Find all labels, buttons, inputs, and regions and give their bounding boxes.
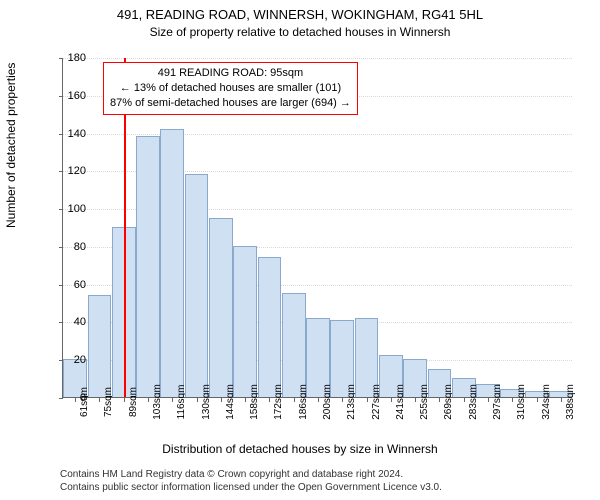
x-tick: [245, 398, 246, 402]
x-tick: [537, 398, 538, 402]
x-tick: [488, 398, 489, 402]
y-tick-label: 40: [56, 316, 86, 328]
x-tick: [124, 398, 125, 402]
x-axis-label: Distribution of detached houses by size …: [0, 442, 600, 456]
bar: [209, 218, 233, 397]
annotation-line: 87% of semi-detached houses are larger (…: [110, 96, 351, 111]
x-tick: [561, 398, 562, 402]
bar: [160, 129, 184, 397]
x-tick: [512, 398, 513, 402]
annotation-line: 491 READING ROAD: 95sqm: [110, 66, 351, 81]
bar: [233, 246, 257, 397]
x-tick: [464, 398, 465, 402]
x-tick: [318, 398, 319, 402]
x-tick: [148, 398, 149, 402]
x-tick-label: 338sqm: [565, 384, 576, 420]
x-tick-label: 324sqm: [541, 384, 552, 420]
x-tick: [342, 398, 343, 402]
annotation-box: 491 READING ROAD: 95sqm← 13% of detached…: [103, 62, 358, 115]
bar: [258, 257, 282, 397]
page-subtitle: Size of property relative to detached ho…: [0, 24, 600, 39]
x-tick: [415, 398, 416, 402]
y-tick-label: 60: [56, 279, 86, 291]
page-title: 491, READING ROAD, WINNERSH, WOKINGHAM, …: [0, 0, 600, 24]
x-tick: [221, 398, 222, 402]
bar: [136, 136, 160, 397]
y-tick-label: 180: [56, 52, 86, 64]
y-tick-label: 140: [56, 128, 86, 140]
x-tick: [391, 398, 392, 402]
bar: [282, 293, 306, 397]
y-tick-label: 0: [56, 392, 86, 404]
footnote-line1: Contains HM Land Registry data © Crown c…: [60, 468, 442, 481]
y-tick-label: 100: [56, 203, 86, 215]
footnote-line2: Contains public sector information licen…: [60, 481, 442, 494]
bar: [88, 295, 112, 397]
gridline: [63, 58, 572, 59]
annotation-line: ← 13% of detached houses are smaller (10…: [110, 81, 351, 96]
y-tick-label: 160: [56, 90, 86, 102]
y-tick-label: 120: [56, 165, 86, 177]
y-tick-label: 80: [56, 241, 86, 253]
x-tick: [99, 398, 100, 402]
y-tick-label: 20: [56, 354, 86, 366]
x-tick: [294, 398, 295, 402]
x-tick: [439, 398, 440, 402]
x-tick: [367, 398, 368, 402]
x-tick: [197, 398, 198, 402]
histogram-chart: 61sqm75sqm89sqm103sqm116sqm130sqm144sqm1…: [62, 58, 572, 398]
bar: [185, 174, 209, 397]
x-tick: [269, 398, 270, 402]
footnote: Contains HM Land Registry data © Crown c…: [60, 468, 442, 494]
y-axis-label: Number of detached properties: [4, 63, 18, 228]
x-tick-label: 310sqm: [516, 384, 527, 420]
gridline: [63, 134, 572, 135]
x-tick: [172, 398, 173, 402]
